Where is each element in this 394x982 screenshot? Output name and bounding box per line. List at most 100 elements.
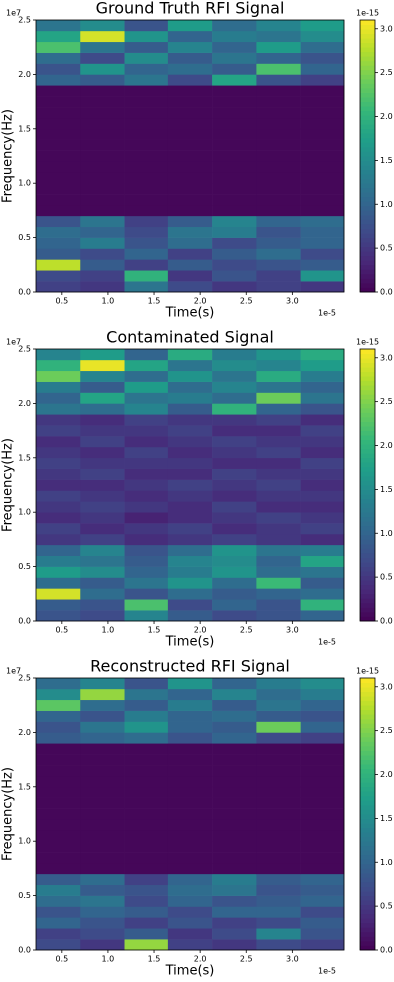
colorbar-segment (360, 178, 375, 184)
colorbar-tick-label: 1.0 (380, 858, 393, 867)
heatmap-cell (212, 74, 257, 86)
heatmap-cell (80, 786, 125, 798)
x-tick-label: 0.5 (55, 955, 68, 964)
colorbar-segment (360, 580, 375, 586)
heatmap-cell (36, 544, 81, 557)
colorbar-segment (360, 389, 375, 395)
heatmap-cell (80, 41, 125, 53)
colorbar-segment (360, 521, 375, 527)
heatmap-cell (36, 566, 81, 578)
heatmap-cell (124, 895, 169, 907)
heatmap-cell (167, 699, 213, 711)
heatmap-cell (167, 117, 213, 130)
heatmap-cell (36, 688, 81, 701)
y-tick-label: 1.5 (18, 453, 31, 462)
colorbar-segment (360, 575, 375, 581)
colorbar-segment (360, 872, 375, 878)
colorbar-segment (360, 764, 375, 770)
heatmap-cell (256, 862, 301, 875)
heatmap-cell (256, 577, 301, 589)
heatmap-cell (256, 852, 301, 864)
colorbar-segment (360, 38, 375, 44)
heatmap-cell (300, 819, 345, 831)
heatmap-cell (124, 381, 169, 393)
heatmap-cell (124, 139, 169, 151)
heatmap-cell (80, 468, 125, 480)
heatmap-cell (167, 544, 213, 557)
colorbar-segment (360, 836, 375, 842)
colorbar-segment (360, 773, 375, 779)
heatmap-cell (124, 74, 169, 86)
heatmap-cell (80, 194, 125, 206)
heatmap-cell (300, 215, 345, 228)
heatmap-cell (256, 732, 301, 744)
heatmap-cell (80, 479, 125, 491)
y-tick-label: 2.0 (18, 70, 31, 79)
heatmap-cell (256, 610, 301, 622)
heatmap-cell (36, 721, 81, 733)
colorbar-segment (360, 507, 375, 513)
heatmap-cell (300, 512, 345, 524)
heatmap-cell (256, 414, 301, 426)
colorbar-segment (360, 795, 375, 801)
heatmap-cell (212, 819, 257, 831)
colorbar-tick-label: 1.0 (380, 529, 393, 538)
colorbar-segment (360, 918, 375, 924)
colorbar-segment (360, 696, 375, 702)
heatmap-cell (256, 150, 301, 162)
heatmap-cell (300, 610, 345, 622)
heatmap-cell (212, 895, 257, 907)
heatmap-cell (167, 710, 213, 722)
colorbar-tick-label: 0.0 (380, 946, 393, 955)
heatmap-cell (212, 797, 257, 809)
heatmap-cell (167, 85, 213, 97)
heatmap-cell (212, 270, 257, 282)
y-offset: 1e7 (6, 338, 21, 347)
heatmap-cell (212, 533, 257, 546)
heatmap-cell (167, 479, 213, 491)
heatmap-cell (300, 808, 345, 820)
heatmap-cell (167, 128, 213, 140)
heatmap-cell (167, 237, 213, 249)
heatmap-cell (256, 446, 301, 459)
heatmap-cell (167, 862, 213, 875)
y-tick-label: 0.0 (18, 617, 31, 626)
heatmap-cell (36, 797, 81, 809)
heatmap-cell (167, 555, 213, 567)
heatmap-cell (36, 85, 81, 97)
heatmap-cell (124, 117, 169, 130)
heatmap-cell (124, 270, 169, 282)
heatmap-cell (36, 862, 81, 875)
colorbar-segment (360, 269, 375, 275)
heatmap-cell (256, 30, 301, 43)
heatmap-cell (167, 939, 213, 951)
heatmap-cell (124, 107, 169, 119)
colorbar-segment (360, 196, 375, 202)
colorbar-frame (359, 348, 376, 622)
heatmap-cell (36, 414, 81, 426)
colorbar-segment (360, 251, 375, 257)
heatmap-cell (300, 161, 345, 173)
heatmap-cell (124, 841, 169, 853)
heatmap-cell (256, 544, 301, 557)
heatmap-cell (124, 172, 169, 184)
heatmap-cell (167, 204, 213, 217)
heatmap-cell (167, 588, 213, 600)
heatmap-cell (212, 588, 257, 600)
heatmap-cell (256, 754, 301, 766)
colorbar-tick-label: 3.0 (380, 353, 393, 362)
heatmap-cell (36, 928, 81, 940)
heatmap-cell (212, 765, 257, 777)
heatmap-cell (212, 555, 257, 567)
heatmap-cell (36, 281, 81, 293)
heatmap-cell (36, 588, 81, 600)
colorbar-segment (360, 471, 375, 477)
heatmap-cell (212, 928, 257, 940)
heatmap-cell (300, 107, 345, 119)
heatmap-cell (36, 63, 81, 75)
heatmap-cell (36, 74, 81, 86)
heatmap-cell (124, 237, 169, 249)
heatmap-cell (212, 237, 257, 249)
colorbar-segment (360, 718, 375, 724)
colorbar-segment (360, 814, 375, 819)
